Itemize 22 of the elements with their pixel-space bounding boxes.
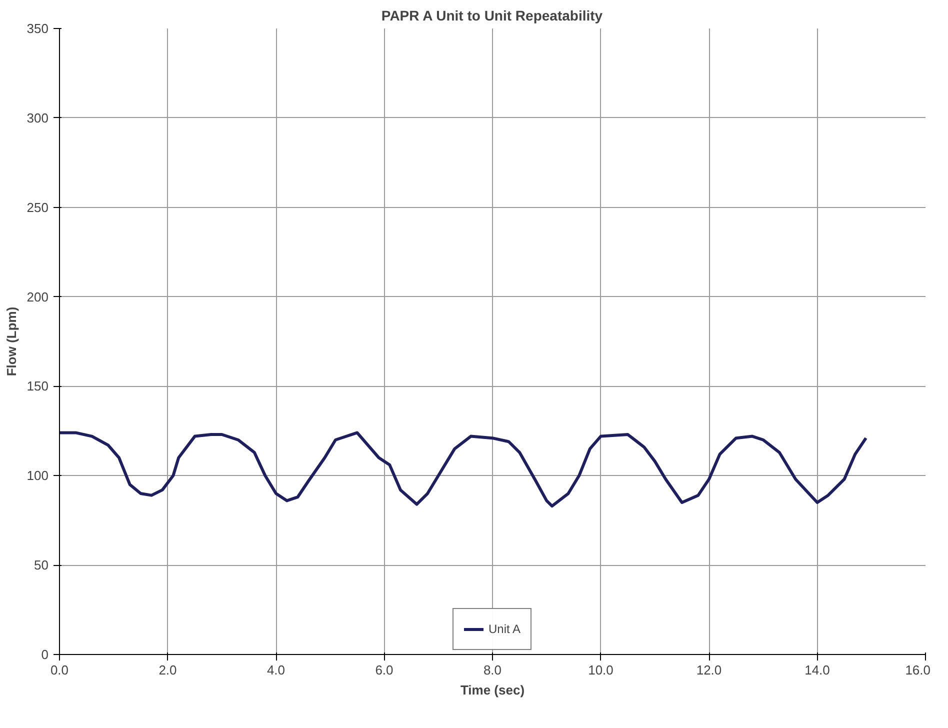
x-tick-label: 2.0 [158,662,177,678]
x-tick-label: 16.0 [905,662,931,678]
y-tick-label: 100 [26,468,49,484]
line-series [60,431,868,508]
y-tick-label: 350 [26,21,49,36]
y-tick-label: 300 [26,110,49,126]
y-tick-label: 200 [26,289,49,304]
x-tick-label: 12.0 [696,662,722,678]
x-tick-label: 10.0 [588,662,614,678]
x-tick-label: 6.0 [375,662,394,678]
y-tick-label: 250 [26,200,49,215]
y-axis-title: Flow (Lpm) [4,306,19,376]
x-axis-title: Time (sec) [460,682,525,698]
x-tick-label: 4.0 [266,662,286,678]
y-tick-label: 50 [34,558,49,573]
x-tick-label: 8.0 [483,662,502,678]
chart-title: PAPR A Unit to Unit Repeatability [381,8,603,24]
x-tick-label: 14.0 [804,662,830,678]
x-tick-label: 0.0 [50,662,69,678]
y-tick-label: 150 [26,378,49,394]
y-tick-label: 0 [41,647,49,662]
legend-label: Unit A [488,622,521,636]
